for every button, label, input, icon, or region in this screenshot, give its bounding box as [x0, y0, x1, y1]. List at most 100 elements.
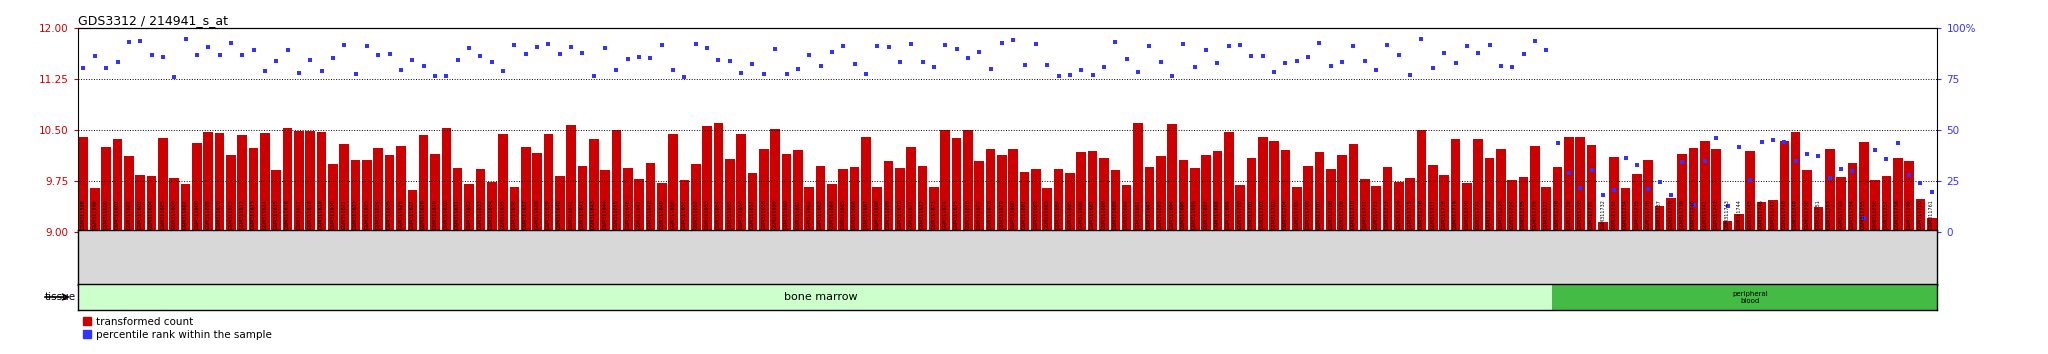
Bar — [737, 134, 745, 232]
Bar — [1825, 149, 1835, 232]
Bar — [328, 165, 338, 232]
Bar — [1473, 139, 1483, 232]
Point — [225, 52, 258, 57]
Point — [1212, 44, 1245, 49]
Bar — [1427, 165, 1438, 232]
Bar — [1520, 177, 1528, 232]
Bar — [1247, 158, 1255, 232]
Point — [1280, 58, 1313, 63]
Point — [1200, 61, 1233, 66]
Text: tissue: tissue — [45, 292, 76, 302]
Point — [532, 41, 565, 47]
Point — [1552, 170, 1585, 176]
Bar — [1212, 150, 1223, 232]
Point — [1485, 63, 1518, 69]
Bar — [125, 156, 133, 232]
Bar — [860, 137, 870, 232]
Bar — [1575, 137, 1585, 232]
Point — [1847, 215, 1880, 221]
Bar — [248, 148, 258, 232]
Point — [510, 51, 543, 57]
Point — [612, 57, 645, 62]
Point — [1677, 202, 1710, 208]
Point — [1020, 41, 1053, 46]
Bar — [1700, 142, 1710, 232]
Bar — [385, 155, 395, 232]
Bar — [225, 155, 236, 232]
Point — [1780, 159, 1812, 164]
Bar — [895, 169, 905, 232]
Point — [1790, 151, 1823, 157]
Point — [1700, 135, 1733, 141]
Bar — [1642, 160, 1653, 232]
Bar — [1450, 139, 1460, 232]
Bar — [1337, 155, 1348, 232]
Point — [1575, 167, 1608, 172]
Bar — [78, 137, 88, 232]
Bar — [1202, 155, 1210, 232]
Bar — [532, 153, 543, 232]
Point — [1642, 179, 1675, 184]
Point — [1110, 57, 1143, 62]
Bar — [1565, 137, 1573, 232]
Point — [498, 42, 530, 47]
Bar — [1530, 146, 1540, 232]
Point — [725, 70, 758, 75]
Point — [600, 68, 633, 73]
Point — [147, 54, 180, 59]
Point — [657, 68, 690, 73]
Bar — [1790, 132, 1800, 232]
Bar — [1620, 188, 1630, 232]
Point — [543, 51, 575, 57]
Bar — [1257, 137, 1268, 232]
Bar — [1610, 157, 1620, 232]
Point — [1542, 140, 1575, 146]
Bar — [985, 149, 995, 232]
Point — [1077, 72, 1110, 77]
Point — [283, 70, 315, 76]
Point — [1030, 62, 1063, 68]
Point — [487, 68, 520, 74]
Bar — [623, 168, 633, 232]
Bar — [1167, 124, 1178, 232]
Bar — [1690, 148, 1698, 232]
Point — [1665, 160, 1698, 165]
Point — [1745, 139, 1778, 145]
Bar — [498, 133, 508, 232]
Point — [1292, 55, 1325, 60]
Bar — [1133, 124, 1143, 232]
Point — [1247, 53, 1280, 58]
Bar — [1870, 180, 1880, 232]
Point — [215, 40, 248, 46]
Point — [1303, 40, 1335, 46]
Point — [963, 50, 995, 55]
Bar — [408, 190, 418, 232]
Bar — [340, 144, 348, 232]
Point — [770, 72, 803, 77]
Point — [805, 63, 838, 69]
Bar — [690, 164, 700, 232]
Point — [1370, 42, 1403, 47]
Bar — [1350, 144, 1358, 232]
Bar — [90, 188, 100, 232]
Bar — [453, 168, 463, 232]
Bar — [350, 160, 360, 232]
Bar — [918, 166, 928, 232]
Point — [1270, 60, 1303, 65]
Point — [100, 59, 133, 65]
Point — [123, 39, 156, 44]
Bar — [1860, 143, 1868, 232]
Point — [113, 39, 145, 44]
Bar — [1395, 182, 1403, 232]
Bar — [930, 187, 938, 232]
Point — [1712, 203, 1745, 209]
Point — [1382, 52, 1415, 58]
Bar — [940, 130, 950, 232]
Point — [952, 55, 985, 61]
Point — [872, 44, 905, 50]
Text: peripheral
blood: peripheral blood — [1733, 291, 1767, 303]
Point — [1597, 187, 1630, 193]
Bar — [487, 182, 496, 232]
Bar — [827, 184, 838, 232]
Bar — [1325, 170, 1335, 232]
